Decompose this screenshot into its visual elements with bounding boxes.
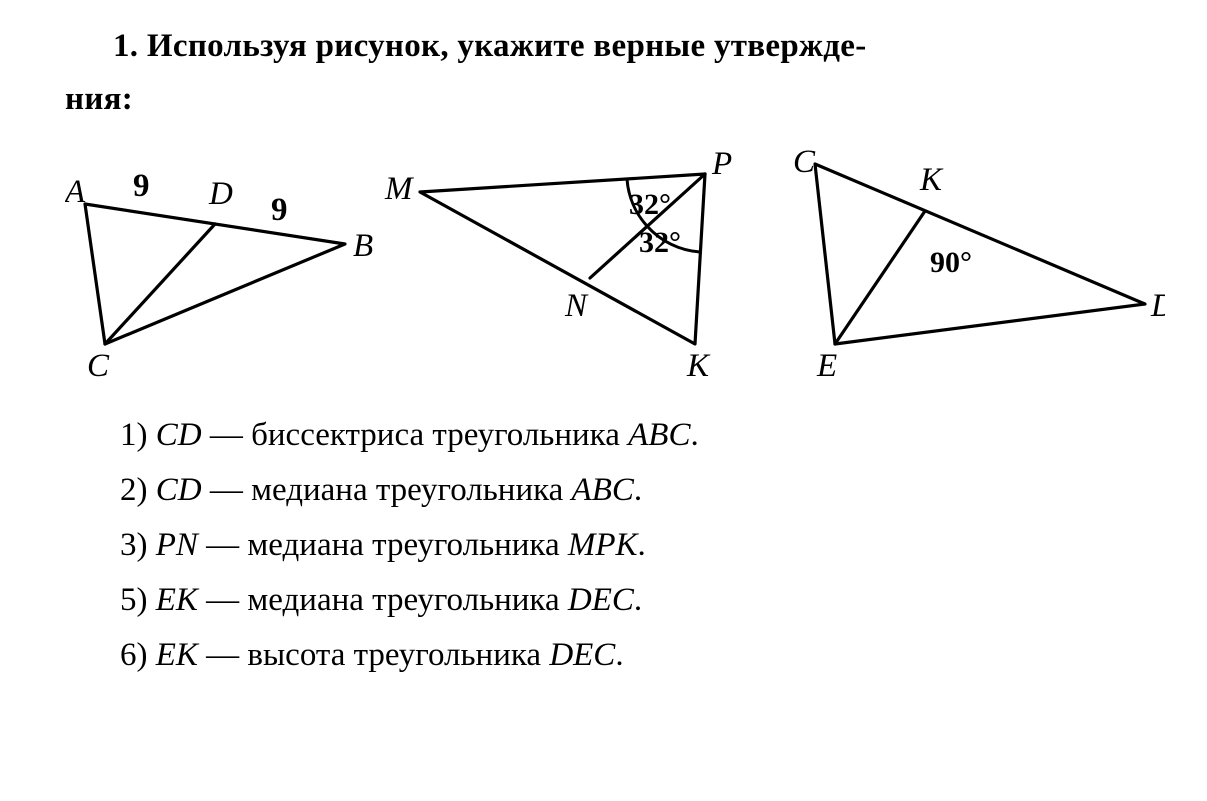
label-32a: 32°: [629, 188, 671, 221]
answers-list: 1) CD — биссектриса треугольника ABC. 2)…: [65, 410, 1142, 682]
answer-num: 2): [120, 472, 148, 508]
label-9a: 9: [133, 168, 150, 204]
answer-end: .: [690, 417, 698, 453]
answer-tri: ABC: [572, 472, 634, 508]
label-M: M: [384, 171, 414, 207]
label-E3: E: [816, 348, 837, 379]
answer-num: 3): [120, 527, 148, 563]
answer-end: .: [634, 472, 642, 508]
answer-num: 1): [120, 417, 148, 453]
answer-row: 5) EK — медиана треугольника DEC.: [120, 575, 1142, 626]
answer-tri: DEC: [568, 582, 634, 618]
answer-seg: EK: [156, 637, 198, 673]
answer-rel: — медиана треугольника: [202, 472, 572, 508]
page-root: 1. Используя рисунок, укажите верные утв…: [0, 0, 1207, 801]
answer-seg: EK: [156, 582, 198, 618]
label-9b: 9: [271, 192, 288, 228]
label-P: P: [711, 146, 732, 182]
answer-row: 3) PN — медиана треугольника MPK.: [120, 520, 1142, 571]
answer-rel: — биссектриса треугольника: [202, 417, 629, 453]
answer-tri: ABC: [628, 417, 690, 453]
triangle-dec: C K D E 90°: [793, 144, 1165, 379]
answer-num: 5): [120, 582, 148, 618]
question-prompt: 1. Используя рисунок, укажите верные утв…: [65, 20, 1142, 126]
answer-tri: DEC: [549, 637, 615, 673]
answer-row: 2) CD — медиана треугольника ABC.: [120, 465, 1142, 516]
answer-seg: PN: [156, 527, 198, 563]
figures-row: A B C D 9 9 M P K N 32° 32°: [65, 144, 1142, 384]
answer-end: .: [634, 582, 642, 618]
answer-row: 1) CD — биссектриса треугольника ABC.: [120, 410, 1142, 461]
triangle-mpk: M P K N 32° 32°: [384, 146, 732, 379]
answer-end: .: [615, 637, 623, 673]
question-text-2: ния:: [65, 81, 133, 117]
label-K3: K: [919, 162, 944, 198]
answer-rel: — медиана треугольника: [198, 582, 568, 618]
label-C3: C: [793, 144, 816, 180]
question-number: 1.: [113, 28, 138, 64]
label-A: A: [65, 174, 86, 210]
triangle-abc: A B C D 9 9: [65, 168, 373, 379]
answer-row: 6) EK — высота треугольника DEC.: [120, 630, 1142, 681]
label-C: C: [87, 348, 110, 379]
answer-rel: — медиана треугольника: [198, 527, 568, 563]
question-text-1: Используя рисунок, укажите верные утверж…: [147, 28, 867, 64]
answer-rel: — высота треугольника: [198, 637, 549, 673]
label-B: B: [353, 228, 373, 264]
answer-tri: MPK: [568, 527, 638, 563]
label-32b: 32°: [639, 226, 681, 259]
label-K: K: [686, 348, 711, 379]
label-90: 90°: [930, 246, 972, 279]
answer-end: .: [638, 527, 646, 563]
answer-num: 6): [120, 637, 148, 673]
answer-seg: CD: [156, 417, 202, 453]
figures-svg: A B C D 9 9 M P K N 32° 32°: [65, 144, 1165, 379]
answer-seg: CD: [156, 472, 202, 508]
label-N: N: [564, 288, 589, 324]
label-D: D: [208, 176, 233, 212]
label-D3: D: [1150, 288, 1165, 324]
